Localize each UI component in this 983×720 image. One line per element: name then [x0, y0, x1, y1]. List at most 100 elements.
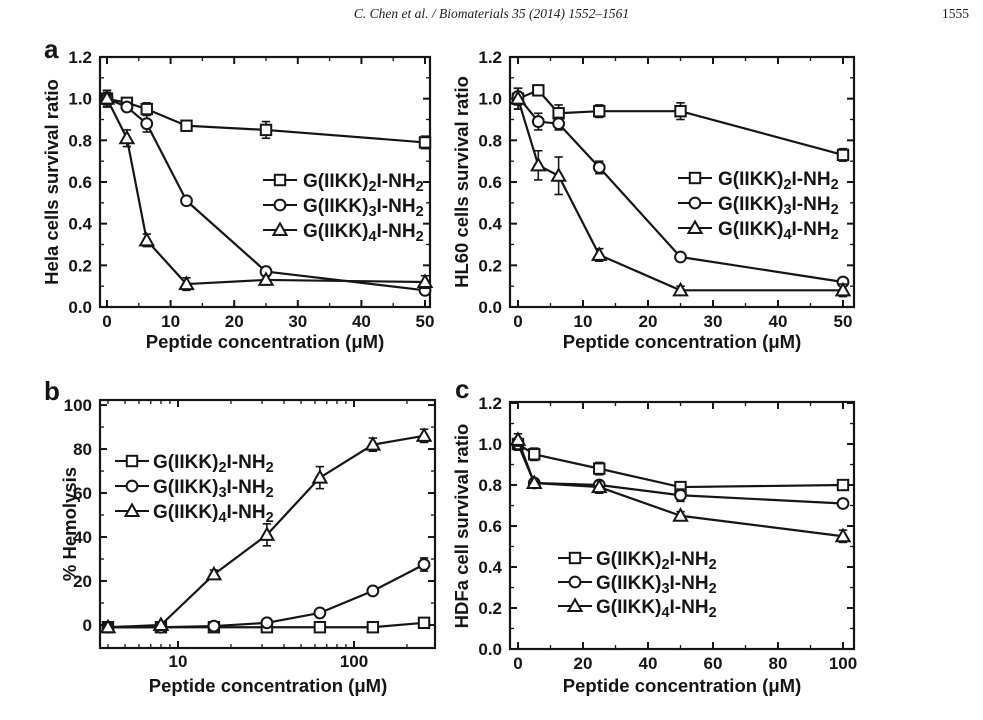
triangle-marker — [123, 502, 141, 517]
y-tick-label: 1.2 — [68, 48, 92, 67]
y-tick-label: 0.4 — [478, 215, 502, 234]
legend-item: G(IIKK)4I-NH2 — [678, 219, 839, 243]
legend-item-label: G(IIKK)4I-NH2 — [303, 221, 424, 245]
series-line — [517, 89, 844, 156]
chart-hela: 0 10 20 30 40 50 0.0 0.2 0.4 0.6 0.8 1.0 1.2 Peptide … — [41, 34, 434, 352]
y-tick-label: 0.8 — [478, 131, 502, 150]
legend-item: G(IIKK)4I-NH2 — [115, 502, 274, 526]
y-tick-label: 0.0 — [68, 298, 92, 317]
y-tick-label: 100 — [64, 396, 92, 415]
triangle-marker — [834, 281, 852, 297]
circle-marker — [273, 198, 287, 212]
triangle-marker — [672, 507, 689, 522]
y-tick-label: 0.2 — [68, 256, 92, 275]
square-marker — [593, 104, 606, 118]
triangle-marker — [118, 129, 136, 145]
circle-marker — [417, 558, 431, 571]
y-tick-label: 20 — [73, 572, 92, 591]
square-marker — [259, 123, 273, 137]
legend-item-label: G(IIKK)3I-NH2 — [303, 196, 424, 220]
square-marker — [140, 102, 153, 116]
triangle-marker — [550, 167, 567, 182]
circle-marker — [120, 100, 134, 114]
triangle-marker — [178, 275, 195, 291]
x-tick-label: 10 — [574, 312, 593, 331]
x-tick-label: 50 — [834, 312, 853, 331]
y-tick-label: 1.0 — [478, 435, 502, 454]
x-tick-label: 40 — [639, 654, 658, 673]
square-marker — [593, 462, 606, 475]
legend-item-label: G(IIKK)4I-NH2 — [153, 502, 274, 526]
x-tick-label: 20 — [639, 312, 658, 331]
x-tick-label: 100 — [340, 652, 368, 671]
triangle-marker — [98, 90, 116, 105]
triangle-marker — [509, 431, 527, 446]
y-tick-label: 1.0 — [68, 90, 92, 109]
circle-marker — [180, 194, 193, 208]
legend-item-label: G(IIKK)2I-NH2 — [303, 171, 424, 195]
y-tick-label: 0.2 — [478, 599, 502, 618]
series-line — [516, 98, 843, 292]
circle-marker — [568, 575, 582, 589]
legend-item: G(IIKK)2I-NH2 — [263, 171, 424, 195]
header-citation: C. Chen et al. / Biomaterials 35 (2014) … — [353, 6, 630, 21]
triangle-marker — [686, 219, 704, 234]
y-tick-label: 1.2 — [478, 394, 502, 413]
legend-item-label: G(IIKK)2I-NH2 — [596, 549, 717, 573]
legend-item: G(IIKK)3I-NH2 — [263, 196, 424, 220]
square-marker — [688, 171, 702, 185]
square-marker — [313, 621, 327, 634]
y-tick-label: 0.0 — [478, 640, 502, 659]
x-tick-label: 100 — [829, 654, 857, 673]
legend-item: G(IIKK)4I-NH2 — [558, 597, 717, 621]
circle-marker — [552, 117, 566, 131]
square-marker — [674, 104, 687, 118]
circle-marker — [313, 606, 327, 620]
circle-marker — [836, 497, 850, 510]
x-tick-label: 30 — [704, 312, 723, 331]
x-tick-label: 0 — [513, 654, 522, 673]
triangle-marker — [834, 527, 852, 543]
triangle-marker — [416, 273, 434, 288]
legend-item-label: G(IIKK)3I-NH2 — [718, 194, 839, 218]
panel-label: c — [455, 374, 469, 404]
circle-marker — [674, 250, 687, 264]
circle-marker — [531, 115, 545, 128]
legend-item: G(IIKK)2I-NH2 — [558, 549, 717, 573]
circle-marker — [366, 584, 380, 598]
legend-item: G(IIKK)4I-NH2 — [263, 221, 424, 245]
triangle-marker — [258, 526, 276, 541]
triangle-marker — [152, 616, 170, 632]
x-tick-label: 10 — [161, 312, 180, 331]
y-tick-label: 0.6 — [68, 173, 92, 192]
square-marker — [528, 448, 541, 461]
square-marker — [273, 173, 287, 187]
legend-item: G(IIKK)2I-NH2 — [115, 452, 274, 476]
square-marker — [418, 136, 432, 149]
legend-item: G(IIKK)3I-NH2 — [115, 477, 274, 501]
square-marker — [180, 119, 193, 132]
circle-marker — [140, 117, 154, 131]
y-tick-label: 1.2 — [478, 48, 502, 67]
y-tick-label: 0 — [83, 616, 92, 635]
triangle-marker — [271, 221, 289, 236]
triangle-marker — [311, 469, 329, 484]
y-tick-label: 0.6 — [478, 173, 502, 192]
y-axis-label: % Hemolysis — [59, 467, 80, 581]
x-tick-label: 40 — [352, 312, 371, 331]
x-tick-label: 20 — [574, 654, 593, 673]
series-line — [517, 443, 844, 489]
square-marker — [417, 616, 431, 630]
y-tick-label: 60 — [73, 484, 92, 503]
x-tick-label: 20 — [225, 312, 244, 331]
circle-marker — [125, 479, 139, 493]
triangle-marker — [566, 597, 584, 612]
legend-item: G(IIKK)3I-NH2 — [558, 573, 717, 597]
panel-label: b — [44, 376, 60, 406]
legend-item: G(IIKK)2I-NH2 — [678, 169, 839, 193]
square-marker — [532, 84, 545, 97]
y-tick-label: 0.8 — [478, 476, 502, 495]
y-tick-label: 0.0 — [478, 298, 502, 317]
legend-item-label: G(IIKK)2I-NH2 — [718, 169, 839, 193]
